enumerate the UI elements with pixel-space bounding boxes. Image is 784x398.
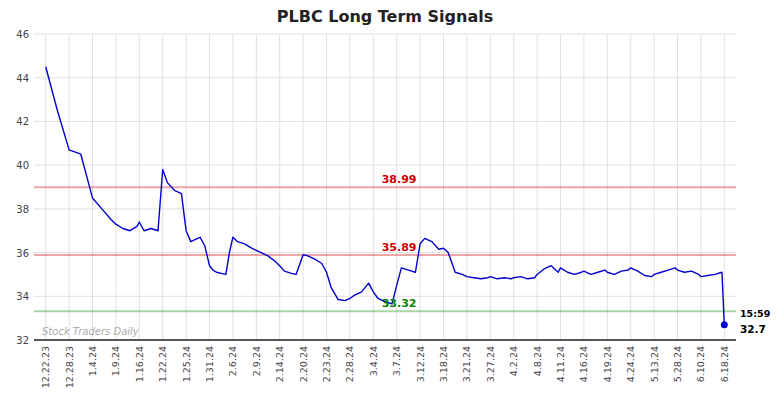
- tick-label: 3.4.24: [368, 346, 379, 376]
- last-point: [721, 321, 728, 328]
- tick-label: 3.12.24: [415, 346, 426, 382]
- series: [46, 67, 728, 328]
- tick-label: 6.10.24: [695, 346, 706, 382]
- tick-label: 4.2.24: [508, 346, 519, 376]
- grid-line: [34, 340, 736, 341]
- signal-line: [34, 254, 736, 256]
- tick-label: 46: [16, 29, 29, 40]
- tick-label: 3.21.24: [461, 346, 472, 382]
- y-axis: 32 34 36 38 40 42 44 46: [16, 29, 29, 346]
- tick-label: 2.28.24: [344, 346, 355, 382]
- tick-label: 2.20.24: [298, 346, 309, 382]
- tick-label: 3.18.24: [438, 346, 449, 382]
- tick-label: 2.23.24: [321, 346, 332, 382]
- tick-label: 1.25.24: [181, 346, 192, 382]
- signal-label: 33.32: [382, 297, 417, 310]
- tick-label: 1.4.24: [87, 346, 98, 376]
- tick-label: 40: [16, 160, 29, 171]
- tick-label: 4.8.24: [532, 346, 543, 376]
- tick-label: 34: [16, 291, 29, 302]
- tick-label: 42: [16, 116, 29, 127]
- last-value-label: 32.7: [740, 323, 766, 335]
- grid: [34, 34, 736, 340]
- tick-label: 12.28.23: [64, 346, 75, 388]
- signal-lines: [34, 187, 736, 311]
- tick-label: 44: [16, 73, 29, 84]
- title: PLBC Long Term Signals: [277, 7, 493, 26]
- tick-label: 5.13.24: [649, 346, 660, 382]
- tick-label: 2.14.24: [274, 346, 285, 382]
- tick-label: 4.11.24: [555, 346, 566, 382]
- tick-label: 1.31.24: [204, 346, 215, 382]
- annotation: 15:59: [740, 308, 770, 319]
- tick-label: 5.28.24: [672, 346, 683, 382]
- tick-label: 4.16.24: [578, 346, 589, 382]
- tick-label: 1.22.24: [157, 346, 168, 382]
- price-line: [46, 67, 725, 325]
- tick-label: 38: [16, 204, 29, 215]
- tick-label: 3.7.24: [391, 346, 402, 376]
- tick-label: 4.24.24: [625, 346, 636, 382]
- tick-label: 36: [16, 248, 29, 259]
- signal-label: 35.89: [382, 241, 417, 254]
- watermark: Stock Traders Daily: [42, 326, 140, 337]
- tick-label: 2.6.24: [227, 346, 238, 376]
- chart: PLBC Long Term Signals 32 34 36 38 40 42 44 46 12…: [0, 0, 784, 398]
- tick-label: 1.16.24: [134, 346, 145, 382]
- signal-line: [34, 186, 736, 188]
- tick-label: 6.18.24: [719, 346, 730, 382]
- tick-label: 32: [16, 335, 29, 346]
- tick-label: 1.9.24: [110, 346, 121, 376]
- tick-label: 3.27.24: [485, 346, 496, 382]
- signal-line: [34, 310, 736, 312]
- axis-line: [34, 339, 736, 341]
- tick-label: 12.22.23: [40, 346, 51, 388]
- tick-label: 2.9.24: [251, 346, 262, 376]
- tick-label: 4.19.24: [602, 346, 613, 382]
- x-axis: 12.22.23 12.28.23 1.4.24 1.9.24 1.16.24 1.22.…: [40, 346, 730, 388]
- signal-label: 38.99: [382, 173, 417, 186]
